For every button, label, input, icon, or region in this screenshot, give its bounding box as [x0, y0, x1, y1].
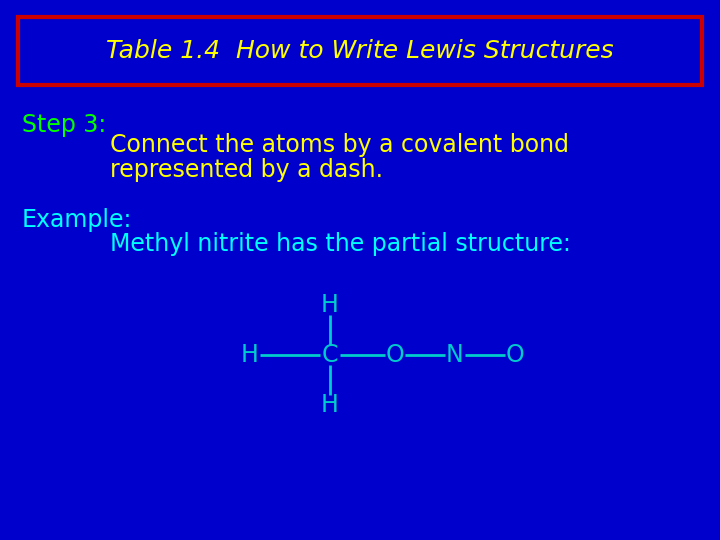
Text: Connect the atoms by a covalent bond: Connect the atoms by a covalent bond: [110, 133, 569, 157]
Text: Step 3:: Step 3:: [22, 113, 107, 137]
Text: N: N: [446, 343, 464, 367]
Text: Example:: Example:: [22, 208, 132, 232]
Text: H: H: [321, 293, 339, 317]
Text: O: O: [386, 343, 405, 367]
Text: Methyl nitrite has the partial structure:: Methyl nitrite has the partial structure…: [110, 232, 571, 256]
Text: H: H: [321, 393, 339, 417]
Text: Table 1.4  How to Write Lewis Structures: Table 1.4 How to Write Lewis Structures: [106, 39, 614, 63]
Text: C: C: [322, 343, 338, 367]
Text: H: H: [241, 343, 259, 367]
Text: O: O: [505, 343, 524, 367]
Bar: [18, 17, 702, 85]
Text: represented by a dash.: represented by a dash.: [110, 158, 383, 182]
